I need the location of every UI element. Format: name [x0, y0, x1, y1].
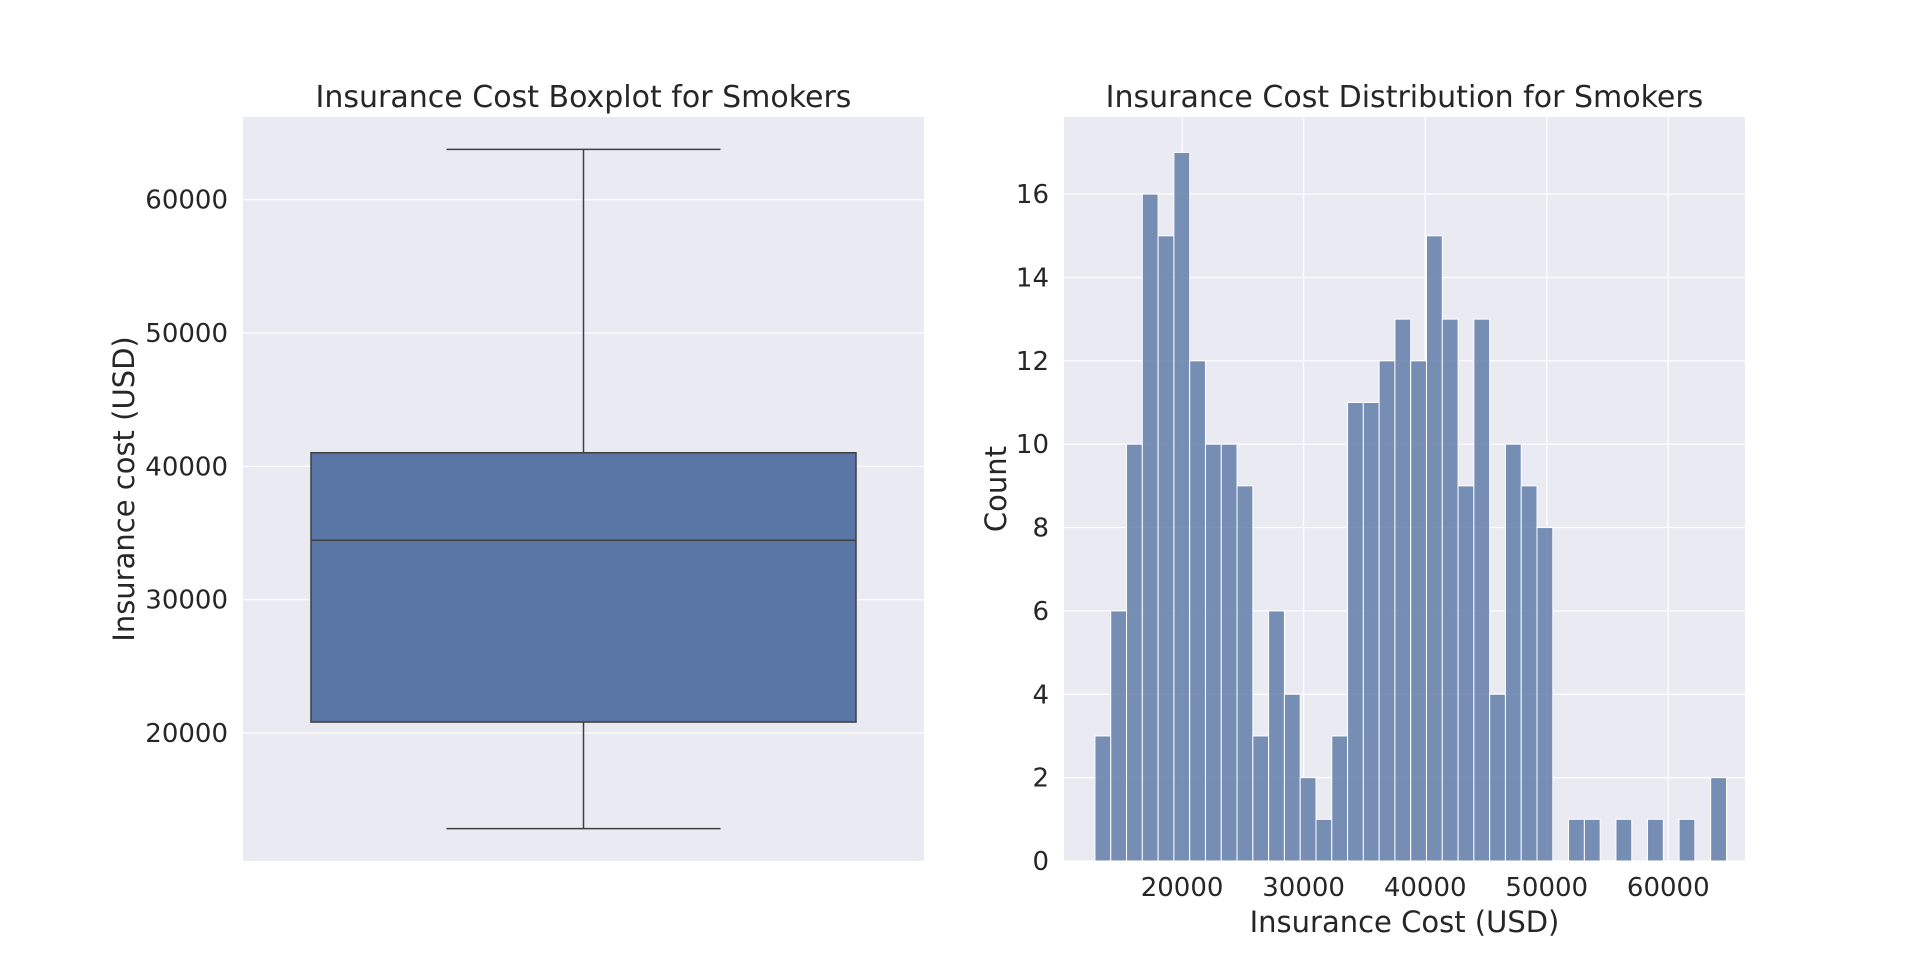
histogram-bar: [1315, 818, 1333, 862]
histogram-bar: [1110, 610, 1128, 862]
histogram-bar: [1410, 360, 1427, 862]
histogram-x-tick-label: 30000: [1262, 873, 1345, 903]
histogram-y-tick-label: 16: [1016, 180, 1049, 210]
histogram-bar: [1457, 485, 1475, 862]
histogram-bar: [1126, 443, 1143, 862]
histogram-title: Insurance Cost Distribution for Smokers: [1106, 80, 1704, 115]
boxplot-y-tick-label: 50000: [145, 319, 228, 349]
histogram-bar: [1268, 610, 1285, 862]
boxplot-title: Insurance Cost Boxplot for Smokers: [316, 80, 852, 115]
histogram-bar: [1441, 318, 1459, 862]
histogram-x-axis-label: Insurance Cost (USD): [1250, 905, 1560, 939]
boxplot-y-axis-label: Insurance cost (USD): [107, 336, 141, 641]
histogram-x-tick-label: 20000: [1141, 873, 1224, 903]
histogram-y-tick-labels: 0 2 4 6 8 10 12 14 16: [1016, 180, 1049, 877]
histogram-bar: [1647, 818, 1664, 862]
histogram-bar: [1536, 527, 1554, 862]
boxplot-y-tick-labels: 20000 30000 40000 50000 60000: [145, 186, 228, 749]
histogram-y-tick-label: 2: [1032, 764, 1049, 794]
histogram-y-tick-label: 10: [1016, 430, 1049, 460]
histogram-bar: [1157, 235, 1175, 862]
histogram-bar: [1299, 777, 1317, 862]
histogram-bar: [1394, 318, 1412, 862]
histogram-bar: [1378, 360, 1396, 862]
histogram-y-tick-label: 4: [1032, 680, 1049, 710]
histogram-bar: [1173, 151, 1191, 862]
boxplot-marks: [310, 148, 857, 830]
boxplot-panel: 20000 30000 40000 50000 60000 Insurance Cost…: [107, 80, 924, 861]
histogram-bar: [1283, 693, 1301, 862]
histogram-x-tick-labels: 20000 30000 40000 50000 60000: [1141, 873, 1710, 903]
histogram-bar: [1362, 402, 1380, 862]
histogram-bar: [1710, 777, 1727, 862]
histogram-bar: [1425, 235, 1443, 862]
histogram-bar: [1220, 443, 1238, 862]
histogram-x-tick-label: 50000: [1505, 873, 1588, 903]
histogram-bar: [1252, 735, 1270, 862]
histogram-bar: [1504, 443, 1522, 862]
interquartile-box: [310, 451, 857, 723]
histogram-y-tick-label: 14: [1016, 263, 1049, 293]
boxplot-y-tick-label: 30000: [145, 586, 228, 616]
histogram-bar: [1189, 360, 1206, 862]
histogram-bar: [1347, 402, 1364, 862]
histogram-bar: [1583, 818, 1601, 862]
histogram-x-tick-label: 60000: [1627, 873, 1710, 903]
histogram-bar: [1331, 735, 1349, 862]
histogram-x-tick-label: 40000: [1384, 873, 1467, 903]
histogram-bar: [1204, 443, 1222, 862]
boxplot-y-tick-label: 20000: [145, 719, 228, 749]
histogram-y-tick-label: 8: [1032, 514, 1049, 544]
histogram-y-tick-label: 6: [1032, 597, 1049, 627]
boxplot-y-tick-label: 40000: [145, 452, 228, 482]
histogram-bar: [1489, 693, 1506, 862]
histogram-bar: [1141, 193, 1159, 862]
histogram-y-tick-label: 12: [1016, 347, 1049, 377]
histogram-bar: [1094, 735, 1112, 862]
histogram-bars: [1094, 151, 1727, 862]
histogram-bar: [1568, 818, 1585, 862]
histogram-bar: [1678, 818, 1696, 862]
histogram-bar: [1473, 318, 1491, 862]
histogram-y-tick-label: 0: [1032, 847, 1049, 877]
histogram-y-axis-label: Count: [979, 446, 1013, 532]
histogram-bar: [1236, 485, 1254, 862]
boxplot-y-tick-label: 60000: [145, 186, 228, 216]
histogram-bar: [1615, 818, 1633, 862]
histogram-bar: [1520, 485, 1538, 862]
